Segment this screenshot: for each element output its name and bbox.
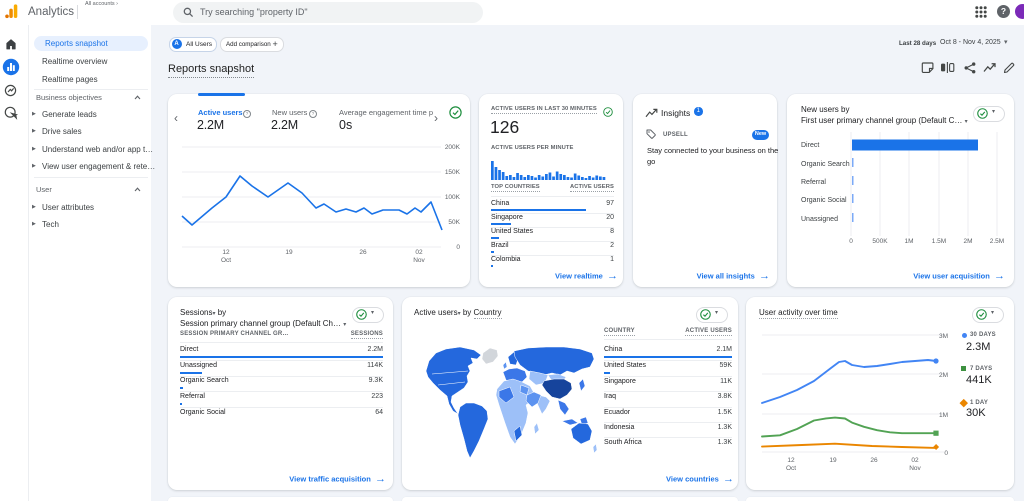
svg-text:2M: 2M <box>939 372 948 379</box>
svg-text:0: 0 <box>849 238 853 245</box>
svg-text:19: 19 <box>285 249 293 256</box>
svg-text:02: 02 <box>415 249 423 256</box>
svg-text:26: 26 <box>870 457 878 464</box>
svg-text:0: 0 <box>944 450 948 457</box>
svg-text:1.5M: 1.5M <box>932 238 946 245</box>
svg-text:Nov: Nov <box>413 257 425 264</box>
svg-text:2M: 2M <box>963 238 972 245</box>
svg-text:100K: 100K <box>445 194 461 201</box>
svg-text:Unassigned: Unassigned <box>801 216 838 223</box>
svg-text:19: 19 <box>829 457 837 464</box>
svg-text:Oct: Oct <box>221 257 231 264</box>
svg-text:200K: 200K <box>445 144 461 151</box>
svg-text:50K: 50K <box>448 219 460 226</box>
svg-text:Direct: Direct <box>801 142 819 149</box>
svg-text:02: 02 <box>911 457 919 464</box>
svg-text:150K: 150K <box>445 169 461 176</box>
svg-text:2.5M: 2.5M <box>990 238 1004 245</box>
svg-text:1M: 1M <box>904 238 913 245</box>
svg-text:12: 12 <box>787 457 795 464</box>
svg-text:3M: 3M <box>939 333 948 340</box>
svg-text:Referral: Referral <box>801 179 826 186</box>
svg-text:Oct: Oct <box>786 465 796 472</box>
svg-text:26: 26 <box>359 249 367 256</box>
svg-text:500K: 500K <box>872 238 888 245</box>
svg-text:0: 0 <box>456 244 460 251</box>
svg-text:Organic Social: Organic Social <box>801 197 847 204</box>
svg-text:Organic Search: Organic Search <box>801 161 850 168</box>
svg-text:12: 12 <box>222 249 230 256</box>
svg-text:Nov: Nov <box>909 465 921 472</box>
svg-text:1M: 1M <box>939 412 948 419</box>
